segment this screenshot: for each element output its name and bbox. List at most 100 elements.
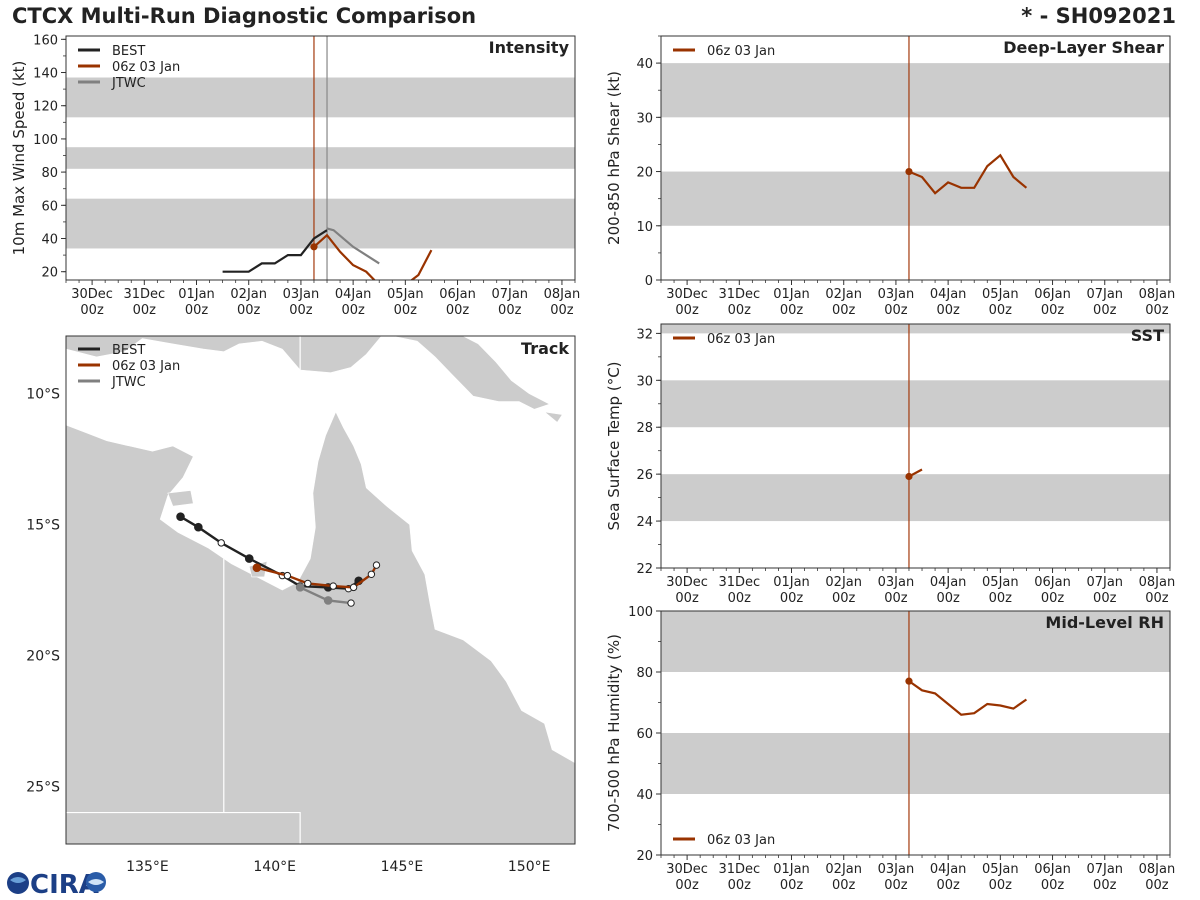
rh-xtick-label-2: 01Jan	[773, 862, 810, 877]
shear-xtick-label-0-hour: 00z	[675, 303, 699, 318]
shear-panel: 01020304030Dec00z31Dec00z01Jan00z02Jan00…	[605, 35, 1176, 318]
sst-xtick-label-8-hour: 00z	[1093, 591, 1117, 606]
land-masses	[66, 336, 575, 844]
sst-xtick-label-2-hour: 00z	[780, 591, 804, 606]
rh-xtick-label-2-hour: 00z	[780, 878, 804, 893]
sst-xtick-label-1-hour: 00z	[728, 591, 752, 606]
shear-xtick-label-2: 01Jan	[773, 287, 810, 302]
sst-band-1	[661, 380, 1170, 428]
intensity-legend-label-2: JTWC	[111, 76, 146, 91]
rh-xtick-label-4-hour: 00z	[884, 878, 908, 893]
track-xtick-label-1: 140°E	[253, 859, 296, 875]
sst-xtick-label-1: 31Dec	[718, 575, 760, 590]
track-series-1-point-2	[304, 579, 312, 588]
intensity-series-2-line	[326, 227, 380, 265]
track-axes-frame	[65, 335, 576, 845]
sst-xtick-label-0: 30Dec	[666, 575, 708, 590]
intensity-ytick-label-3: 80	[41, 166, 58, 181]
intensity-xtick-label-1: 31Dec	[123, 287, 165, 302]
track-xtick-label-2: 145°E	[381, 859, 424, 875]
track-ytick-label-2: 20°S	[26, 648, 60, 664]
sst-xtick-label-0-hour: 00z	[675, 591, 699, 606]
shear-ytick-label-2: 20	[636, 166, 653, 181]
track-ytick-label-1: 15°S	[26, 518, 60, 534]
rh-band-1	[661, 611, 1170, 672]
page-title: CTCX Multi-Run Diagnostic Comparison	[12, 4, 477, 28]
shear-xtick-label-6: 05Jan	[982, 287, 1019, 302]
rh-xtick-label-7-hour: 00z	[1041, 878, 1065, 893]
australia-landmass	[66, 411, 575, 844]
shear-xtick-label-1-hour: 00z	[728, 303, 752, 318]
rh-series-0-start-point	[905, 677, 913, 685]
shear-xtick-label-6-hour: 00z	[989, 303, 1013, 318]
shear-band-0	[661, 171, 1170, 226]
intensity-series-0-line	[222, 229, 328, 273]
sst-xtick-label-5-hour: 00z	[936, 591, 960, 606]
shear-xtick-label-8-hour: 00z	[1093, 303, 1117, 318]
rh-title: Mid-Level RH	[1045, 613, 1164, 632]
sst-ylabel: Sea Surface Temp (°C)	[605, 361, 623, 530]
shear-xtick-label-4-hour: 00z	[884, 303, 908, 318]
shear-ytick-label-1: 10	[636, 220, 653, 235]
sst-plot-background	[661, 324, 1170, 568]
shear-xtick-label-5-hour: 00z	[936, 303, 960, 318]
track-panel: 135°E 140°E 145°E 150°E 10°S 15°S 20°S 25°S Trac…	[26, 335, 576, 875]
intensity-xtick-label-3-hour: 00z	[237, 303, 261, 318]
intensity-xtick-label-4-hour: 00z	[289, 303, 313, 318]
shear-xtick-label-3: 02Jan	[825, 287, 862, 302]
track-series-1-point-3	[329, 582, 337, 590]
rh-legend-label-0: 06z 03 Jan	[707, 833, 775, 848]
intensity-ylabel: 10m Max Wind Speed (kt)	[10, 61, 28, 256]
sst-ytick-label-0: 22	[636, 562, 653, 577]
intensity-xtick-label-0: 30Dec	[71, 287, 113, 302]
intensity-title: Intensity	[489, 38, 570, 57]
intensity-series-1-start-point	[310, 243, 318, 251]
sst-ytick-label-1: 24	[636, 515, 653, 530]
sst-series-0-start-point	[905, 472, 913, 481]
shear-xtick-label-2-hour: 00z	[780, 303, 804, 318]
shear-band-1	[661, 63, 1170, 118]
track-series-1-point-5	[367, 570, 376, 578]
shear-xtick-label-0: 30Dec	[666, 287, 708, 302]
track-ytick-label-0: 10°S	[26, 387, 60, 403]
track-legend-label-0: BEST	[112, 343, 145, 358]
sst-xtick-label-2: 01Jan	[773, 575, 810, 590]
sst-xtick-label-7-hour: 00z	[1041, 591, 1065, 606]
intensity-xtick-label-7-hour: 00z	[446, 303, 470, 318]
rh-ylabel: 700-500 hPa Humidity (%)	[605, 634, 623, 832]
sst-xtick-label-8: 07Jan	[1086, 575, 1123, 590]
rh-xtick-label-7: 06Jan	[1034, 862, 1071, 877]
rh-xtick-label-6-hour: 00z	[989, 878, 1013, 893]
intensity-xtick-label-2-hour: 00z	[185, 303, 209, 318]
track-series-1-point-1	[283, 571, 292, 580]
intensity-axes-frame	[65, 35, 576, 281]
track-xtick-label-3: 150°E	[508, 859, 551, 875]
intensity-ytick-label-1: 40	[41, 233, 58, 248]
track-series-1-point-6	[372, 561, 381, 569]
sst-band-0	[661, 474, 1170, 522]
track-legend-label-2: JTWC	[111, 375, 146, 390]
sst-xtick-label-9-hour: 00z	[1145, 591, 1169, 606]
rh-xtick-label-3-hour: 00z	[832, 878, 856, 893]
track-series-0-point-0	[176, 512, 185, 521]
intensity-xtick-label-9: 08Jan	[544, 287, 581, 302]
rh-xtick-label-9-hour: 00z	[1145, 878, 1169, 893]
state-border-south	[66, 811, 301, 844]
intensity-xtick-label-2: 01Jan	[178, 287, 215, 302]
intensity-xtick-label-4: 03Jan	[283, 287, 320, 302]
shear-xtick-label-1: 31Dec	[718, 287, 760, 302]
intensity-xtick-label-3: 02Jan	[230, 287, 267, 302]
sst-ytick-label-3: 28	[636, 421, 653, 436]
new-guinea-landmass	[66, 336, 382, 374]
intensity-xtick-label-9-hour: 00z	[550, 303, 574, 318]
intensity-ytick-label-5: 120	[33, 100, 58, 115]
shear-xtick-label-9-hour: 00z	[1145, 303, 1169, 318]
intensity-band-2	[66, 77, 575, 118]
shear-xtick-label-9: 08Jan	[1139, 287, 1176, 302]
intensity-ytick-label-7: 160	[33, 33, 58, 48]
sst-panel: 22242628303230Dec00z31Dec00z01Jan00z02Ja…	[605, 323, 1175, 606]
shear-ylabel: 200-850 hPa Shear (kt)	[605, 71, 623, 245]
rh-xtick-label-0-hour: 00z	[675, 878, 699, 893]
rh-ytick-label-1: 40	[636, 788, 653, 803]
shear-axes-frame	[660, 35, 1171, 281]
